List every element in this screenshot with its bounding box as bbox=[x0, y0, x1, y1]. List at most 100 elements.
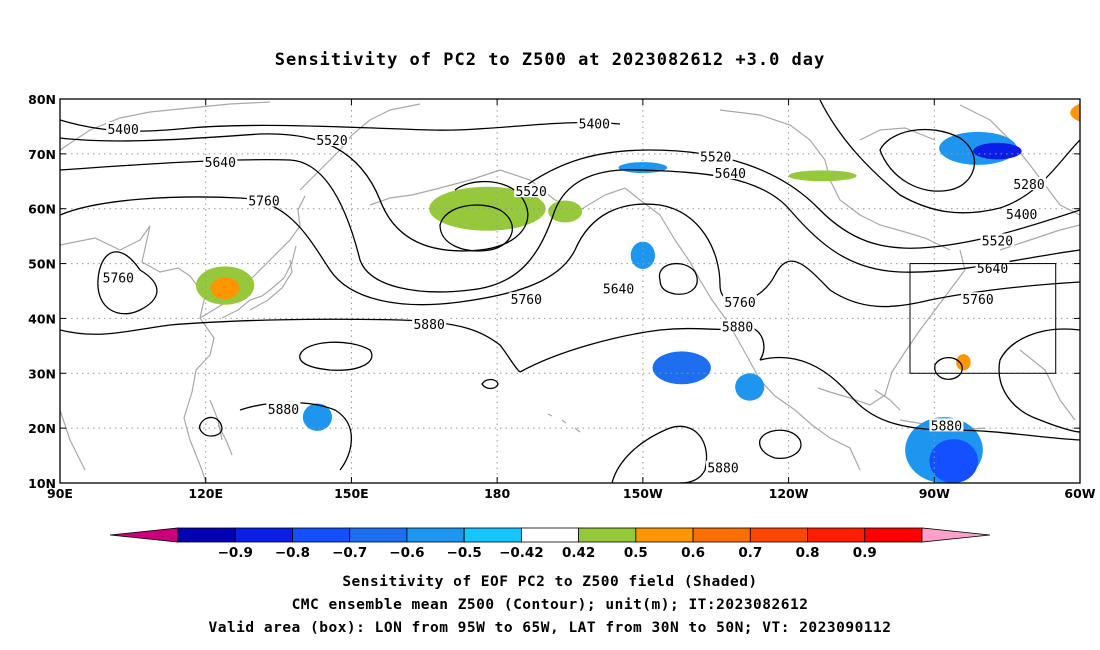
shade-patch bbox=[429, 186, 546, 231]
lat-tick-label: 60N bbox=[28, 202, 56, 217]
contour-label: 5640 bbox=[715, 167, 746, 182]
contour-label-bg bbox=[720, 319, 755, 333]
contour-5880-atlantic bbox=[998, 328, 1080, 433]
shade-patch bbox=[1080, 354, 1099, 381]
lon-tick-label: 90W bbox=[919, 486, 950, 501]
contour-label: 5880 bbox=[268, 403, 299, 418]
contour-5280 bbox=[879, 128, 976, 192]
contour-label-bg bbox=[577, 116, 612, 130]
contour-label: 5880 bbox=[707, 462, 738, 477]
lon-tick-label: 90E bbox=[47, 486, 73, 501]
contour-5400-east bbox=[819, 99, 1080, 214]
valid-area-box bbox=[909, 263, 1057, 374]
lat-tick-label: 20N bbox=[28, 421, 56, 436]
contour-5880 bbox=[60, 318, 1080, 441]
colorbar-tip-low bbox=[109, 527, 179, 543]
lat-tick-label: 50N bbox=[28, 257, 56, 272]
colorbar-label: 0.7 bbox=[738, 545, 762, 561]
colorbar-segment bbox=[520, 527, 580, 543]
colorbar-label: 0.9 bbox=[853, 545, 877, 561]
colorbar-label: 0.8 bbox=[796, 545, 820, 561]
contour-5880-small1 bbox=[198, 416, 223, 437]
shade-patch bbox=[788, 170, 857, 182]
contour-5880-cell2 bbox=[658, 262, 698, 295]
colorbar: −0.9 −0.8 −0.7 −0.6 −0.5 −0.42 0.42 0.5 0.6 0.7 0.… bbox=[109, 527, 991, 561]
contour-label-bg bbox=[412, 316, 447, 330]
colorbar-segment bbox=[349, 527, 408, 543]
contour-label: 5400 bbox=[1006, 208, 1037, 223]
colorbar-label: −0.7 bbox=[332, 545, 367, 561]
contour-label: 5400 bbox=[579, 118, 610, 133]
colorbar-segment bbox=[807, 527, 866, 543]
lon-tick-label: 120W bbox=[769, 486, 809, 501]
contour-label: 5400 bbox=[107, 123, 138, 138]
contour-label-bg bbox=[601, 281, 636, 295]
contour-label-bg bbox=[315, 133, 349, 147]
colorbar-tip-high bbox=[921, 527, 991, 543]
colorbar-label: −0.6 bbox=[389, 545, 424, 561]
colorbar-label: −0.5 bbox=[447, 545, 482, 561]
contour-label: 5520 bbox=[982, 235, 1013, 250]
shade-patch bbox=[735, 373, 765, 401]
contour-5640 bbox=[60, 159, 1080, 293]
colorbar-label: 0.6 bbox=[681, 545, 705, 561]
contour-5880-small3 bbox=[934, 356, 963, 380]
lon-tick-label: 180 bbox=[484, 486, 510, 501]
contour-label-bg bbox=[975, 260, 1010, 274]
contour-label-bg bbox=[106, 122, 141, 136]
plot-frame bbox=[59, 98, 1081, 484]
contour-label: 5880 bbox=[722, 321, 753, 336]
contour-label-bg bbox=[101, 270, 136, 284]
contour-5760-asia bbox=[97, 251, 158, 315]
contour-label-bg bbox=[929, 418, 964, 432]
shade-patch bbox=[1070, 103, 1080, 122]
colorbar-segment bbox=[864, 527, 923, 543]
contour-label: 5520 bbox=[515, 185, 546, 200]
shade-patch bbox=[210, 277, 240, 300]
contour-label: 5760 bbox=[724, 296, 755, 311]
contour-label: 5760 bbox=[248, 194, 279, 209]
colorbar-segment bbox=[578, 527, 637, 543]
contour-5880-small2 bbox=[759, 429, 802, 459]
contour-5760 bbox=[60, 196, 1080, 308]
colorbar-segment bbox=[234, 527, 293, 543]
colorbar-label: −0.8 bbox=[275, 545, 310, 561]
contour-label: 5640 bbox=[205, 156, 236, 171]
axes: 90E 120E 150E 180 150W 120W 90W 60W 10N 20N 30N 40N… bbox=[28, 92, 1096, 501]
colorbar-label: 0.5 bbox=[624, 545, 648, 561]
contour-5880-small4 bbox=[481, 378, 499, 390]
shade-patch bbox=[630, 241, 655, 270]
contour-label-bg bbox=[698, 149, 733, 163]
contour-label-bg bbox=[266, 401, 301, 415]
colorbar-segment bbox=[692, 527, 751, 543]
contour-label: 5760 bbox=[962, 293, 993, 308]
lon-tick-label: 150E bbox=[334, 486, 369, 501]
colorbar-segment bbox=[177, 527, 236, 543]
colorbar-segment bbox=[463, 527, 522, 543]
contour-label-bg bbox=[1012, 177, 1046, 191]
contour-label: 5640 bbox=[977, 262, 1008, 277]
contour-label: 5880 bbox=[931, 419, 962, 434]
shade-patch bbox=[929, 439, 978, 483]
lat-tick-label: 40N bbox=[28, 311, 56, 326]
contour-5880-cell1 bbox=[299, 341, 373, 371]
colorbar-label: −0.42 bbox=[499, 545, 544, 561]
caption-line-2: CMC ensemble mean Z500 (Contour); unit(m… bbox=[291, 597, 809, 613]
contour-label-bg bbox=[723, 294, 757, 308]
contour-5520-cell bbox=[439, 204, 513, 252]
contour-label-bg bbox=[980, 233, 1015, 247]
contour-label: 5640 bbox=[603, 282, 634, 297]
colorbar-segment bbox=[635, 527, 694, 543]
colorbar-segment bbox=[406, 527, 465, 543]
contour-label: 5760 bbox=[103, 271, 134, 286]
contour-label-bg bbox=[509, 292, 544, 306]
colorbar-segment bbox=[292, 527, 351, 543]
contour-label-bg bbox=[961, 292, 995, 306]
lon-tick-label: 120E bbox=[188, 486, 223, 501]
shade-patch bbox=[956, 354, 971, 371]
contour-label: 5280 bbox=[1013, 178, 1044, 193]
contour-label: 5520 bbox=[700, 151, 731, 166]
contour-label: 5520 bbox=[316, 134, 347, 149]
